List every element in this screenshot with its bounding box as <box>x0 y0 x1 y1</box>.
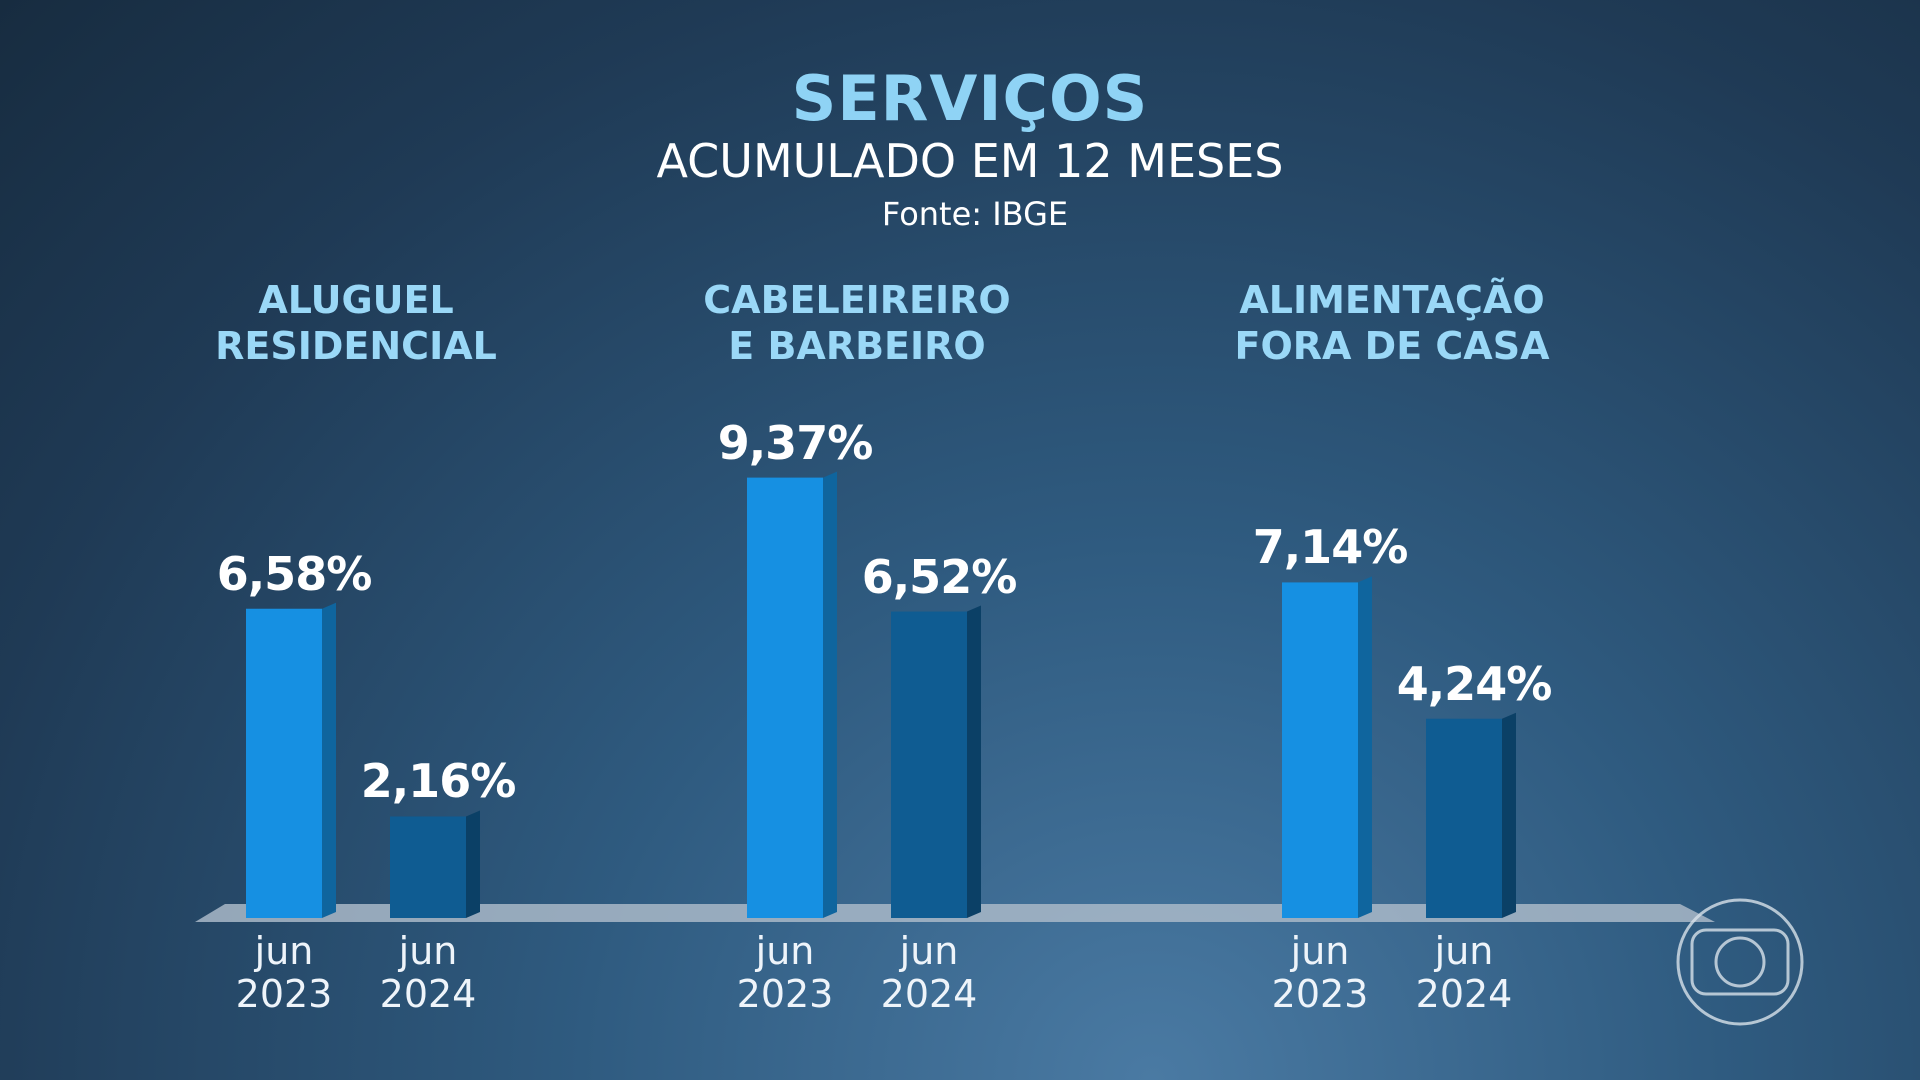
chart-title: SERVIÇOS <box>791 62 1149 135</box>
category-label: CABELEIREIRO E BARBEIRO <box>703 278 1011 368</box>
category-label: ALIMENTAÇÃO FORA DE CASA <box>1234 278 1550 368</box>
bar-side <box>1502 712 1516 918</box>
value-label: 2,16% <box>360 754 517 809</box>
value-label: 6,58% <box>216 546 373 601</box>
value-label: 7,14% <box>1252 520 1409 575</box>
series-label: jun 2023 <box>736 929 834 1016</box>
bar-side <box>823 471 837 918</box>
bar <box>390 816 466 918</box>
value-label: 4,24% <box>1396 656 1553 711</box>
bar-side <box>967 605 981 918</box>
series-label: jun 2023 <box>1271 929 1369 1016</box>
series-label: jun 2024 <box>1415 929 1513 1016</box>
bar-side <box>322 602 336 918</box>
bar <box>747 477 823 918</box>
source: Fonte: IBGE <box>881 195 1069 233</box>
bar <box>246 608 322 918</box>
series-label: jun 2023 <box>235 929 333 1016</box>
bar-side <box>466 810 480 918</box>
bar <box>1426 718 1502 918</box>
logo <box>1676 898 1804 1026</box>
series-label: jun 2024 <box>880 929 978 1016</box>
bar <box>891 611 967 918</box>
value-label: 6,52% <box>861 549 1018 604</box>
value-label: 9,37% <box>717 415 874 470</box>
bar-side <box>1358 576 1372 918</box>
category-label: ALUGUEL RESIDENCIAL <box>215 278 497 368</box>
chart-subtitle: ACUMULADO EM 12 MESES <box>656 134 1284 188</box>
bar <box>1282 582 1358 918</box>
series-label: jun 2024 <box>379 929 477 1016</box>
